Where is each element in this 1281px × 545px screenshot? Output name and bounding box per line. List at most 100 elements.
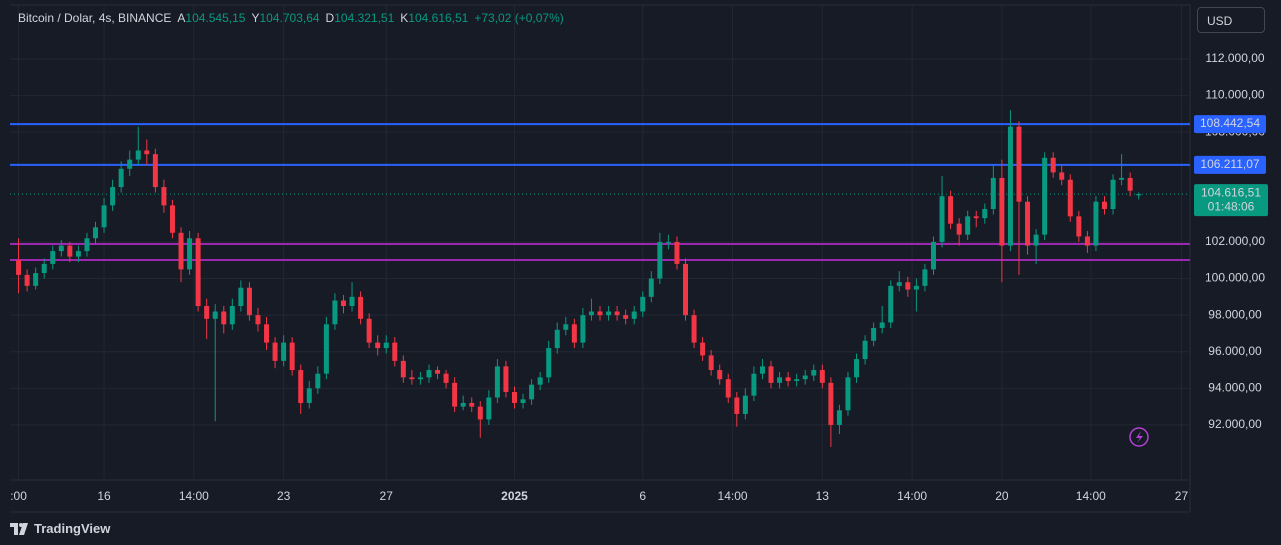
candle-body: [1084, 236, 1090, 246]
candle-body: [520, 399, 526, 403]
candle-body: [948, 196, 954, 224]
candle-body: [383, 342, 389, 349]
candle-body: [67, 245, 73, 257]
candle-body: [1067, 179, 1073, 217]
candle-body: [494, 366, 500, 398]
y-tick-label: 100.000,00: [1205, 271, 1265, 285]
alert-icon[interactable]: [1129, 427, 1149, 447]
candle-body: [913, 285, 919, 290]
candle-body: [836, 410, 842, 425]
logo-mark: [10, 523, 28, 535]
candle-body: [973, 216, 979, 219]
candle-body: [264, 324, 270, 343]
candle-body: [161, 187, 167, 206]
candle-body: [888, 285, 894, 323]
candle-body: [281, 342, 287, 361]
candle-body: [238, 287, 244, 306]
candle-body: [212, 311, 218, 319]
price-label-box: [1194, 155, 1266, 174]
currency-button[interactable]: USD: [1197, 7, 1265, 33]
candle-body: [717, 370, 723, 380]
candle-body: [16, 260, 22, 275]
candle-body: [785, 377, 791, 382]
candle-body: [563, 324, 569, 330]
x-tick-label: 14:00: [1076, 489, 1106, 503]
candle-body: [272, 342, 278, 361]
candle-body: [375, 342, 381, 349]
legend: Bitcoin / Dolar, 4s, BINANCE A104.545,15 Y…: [18, 11, 564, 25]
candle-body: [871, 327, 877, 341]
candle-body: [700, 342, 706, 356]
candle-body: [110, 187, 116, 206]
candle-body: [443, 373, 449, 383]
candle-body: [152, 154, 158, 188]
ohlc-value: 104.703,64: [259, 11, 320, 25]
x-tick-label: 14:00: [897, 489, 927, 503]
candle-body: [101, 205, 107, 228]
candle-body: [323, 324, 329, 374]
candle-body: [246, 287, 252, 316]
candle-body: [896, 282, 902, 286]
candle-body: [982, 209, 988, 219]
candle-body: [366, 318, 372, 343]
candle-body: [554, 329, 560, 349]
candle-body: [1033, 234, 1039, 246]
candle-body: [725, 379, 731, 398]
candle-body: [819, 370, 825, 383]
candle-body: [580, 315, 586, 343]
candle-body: [409, 377, 415, 380]
candle-body: [417, 377, 423, 380]
candle-body: [965, 216, 971, 235]
candle-body: [588, 311, 594, 316]
ohlc-value: 104.545,15: [185, 11, 246, 25]
x-tick-label: :00: [10, 489, 27, 503]
candle-body: [537, 377, 543, 385]
candle-body: [1110, 179, 1116, 210]
candle-body: [195, 238, 201, 306]
candle-body: [400, 360, 406, 378]
candle-body: [956, 223, 962, 235]
x-tick-label: 16: [97, 489, 111, 503]
candle-body: [794, 379, 800, 382]
y-tick-label: 102.000,00: [1205, 234, 1265, 248]
candle-body: [1007, 126, 1013, 246]
candle-body: [486, 397, 492, 420]
logo-dot: [19, 523, 23, 527]
y-tick-label: 98.000,00: [1208, 307, 1262, 321]
candle-body: [811, 370, 817, 376]
candle-body: [674, 241, 680, 264]
brand: TradingView: [34, 521, 111, 536]
candle-body: [640, 296, 646, 312]
candle-body: [33, 273, 39, 286]
candle-body: [939, 196, 945, 242]
candle-body: [751, 373, 757, 396]
candle-body: [1059, 172, 1065, 180]
y-tick-label: 112.000,00: [1205, 51, 1264, 65]
candle-body: [426, 370, 432, 378]
candle-body: [683, 263, 689, 316]
ohlc-value: 104.616,51: [408, 11, 469, 25]
candle-body: [187, 238, 193, 270]
candle-body: [734, 397, 740, 414]
x-tick-label: 27: [1175, 489, 1189, 503]
candle-body: [255, 315, 261, 325]
candle-body: [529, 384, 535, 400]
ohlc-key: A: [177, 11, 186, 25]
x-tick-label: 6: [639, 489, 646, 503]
price-change: +73,02 (+0,07%): [474, 11, 564, 25]
price-label: 108.442,54: [1200, 116, 1260, 130]
candle-body: [1050, 157, 1056, 173]
candle-body: [221, 311, 227, 325]
candle-body: [340, 300, 346, 306]
candle-body: [469, 402, 475, 407]
candle-body: [990, 177, 996, 210]
candle-body: [597, 311, 603, 316]
candle-body: [332, 300, 338, 325]
x-tick-label: 14:00: [718, 489, 748, 503]
candle-body: [862, 340, 868, 360]
candle-body: [1042, 157, 1048, 235]
candle-body: [127, 159, 133, 169]
ohlc-key: K: [400, 11, 409, 25]
